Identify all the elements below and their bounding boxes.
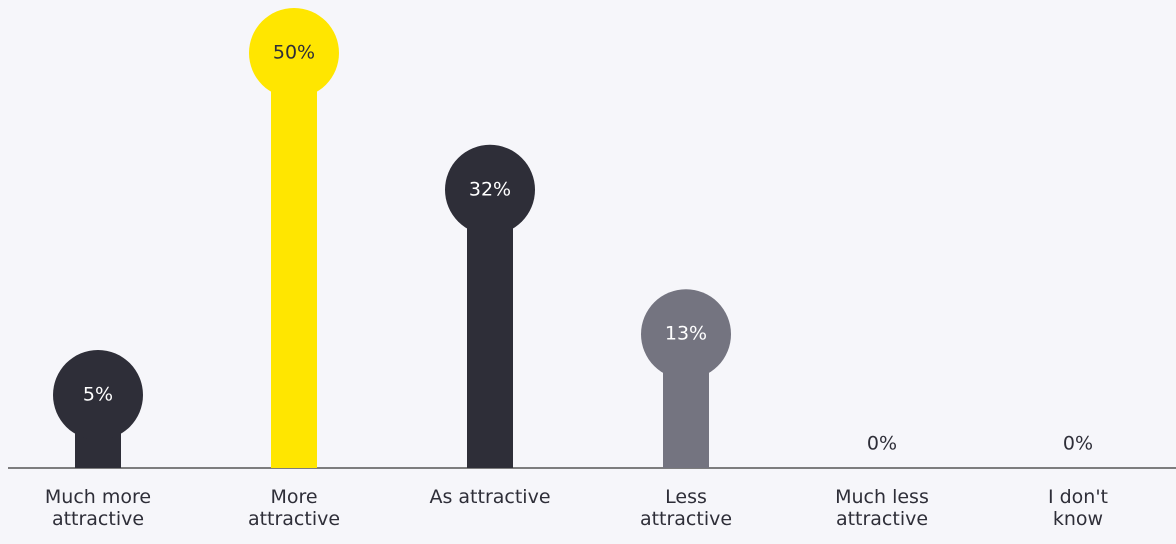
value-label: 0% bbox=[867, 433, 897, 455]
value-label: 32% bbox=[469, 178, 511, 200]
value-label: 13% bbox=[665, 323, 707, 345]
bubble bbox=[445, 144, 535, 235]
x-tick-label: Less attractive bbox=[639, 486, 733, 530]
x-tick-label: More attractive bbox=[247, 486, 341, 530]
x-tick-label: I don't know bbox=[1047, 486, 1109, 530]
x-tick-label: Much more attractive bbox=[44, 486, 152, 530]
value-label: 50% bbox=[273, 42, 315, 64]
bubble bbox=[249, 8, 339, 98]
bubble bbox=[53, 350, 143, 440]
value-label: 5% bbox=[83, 384, 113, 406]
bubble bbox=[641, 289, 731, 380]
x-tick-label: Much less attractive bbox=[835, 486, 929, 530]
stem bbox=[271, 53, 317, 468]
value-label: 0% bbox=[1063, 433, 1093, 455]
stem bbox=[467, 189, 513, 469]
x-tick-label: As attractive bbox=[429, 486, 551, 508]
